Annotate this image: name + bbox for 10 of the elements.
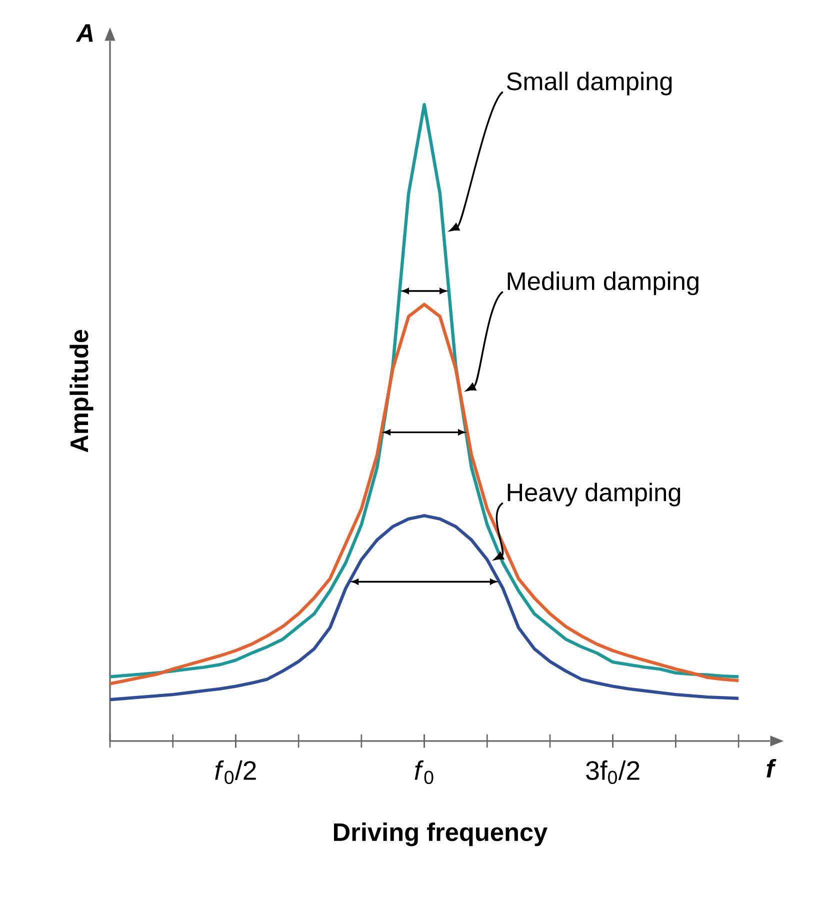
x-tick-label: f$_{0}$/2 (215, 760, 256, 784)
series-label: Heavy damping (508, 482, 680, 506)
x-axis-title: Driving frequency (334, 822, 548, 846)
text: A (76, 24, 93, 42)
y-axis-title: Amplitude (70, 330, 94, 452)
x-tick-label: f$_{0}$ (414, 760, 434, 784)
x-tick-label: 3f$_{0}$/2 (586, 760, 640, 784)
text: f (766, 759, 776, 778)
text: Medium damping (508, 272, 698, 296)
text: Small damping (506, 72, 672, 96)
